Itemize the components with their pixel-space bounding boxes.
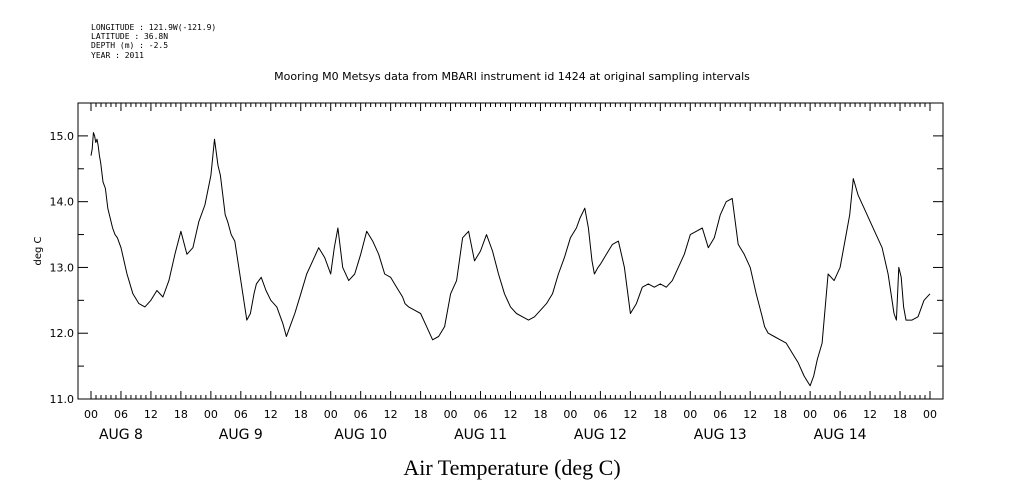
x-hour-label: 18: [414, 408, 428, 421]
x-hour-label: 00: [444, 408, 458, 421]
y-tick-label: 15.0: [50, 130, 75, 143]
x-hour-label: 06: [593, 408, 607, 421]
x-axis-hour-labels: 00 06 12 18 00 06 12 18 00 06 12 18 00 06 12 18 00 06 12 18…: [84, 408, 937, 421]
x-hour-label: 12: [264, 408, 278, 421]
header-block: LONGITUDE : 121.9W(-121.9) LATITUDE : 36…: [91, 23, 216, 60]
x-hour-label: 18: [773, 408, 787, 421]
x-hour-label: 12: [504, 408, 518, 421]
x-hour-label: 18: [174, 408, 188, 421]
x-hour-label: 00: [204, 408, 218, 421]
x-day-label: AUG 9: [219, 427, 263, 443]
x-hour-label: 00: [683, 408, 697, 421]
x-hour-label: 06: [713, 408, 727, 421]
chart-title: Mooring M0 Metsys data from MBARI instru…: [274, 70, 750, 83]
x-day-label: AUG 13: [694, 427, 747, 443]
x-hour-label: 06: [114, 408, 128, 421]
x-day-label: AUG 8: [99, 427, 143, 443]
x-hour-label: 12: [743, 408, 757, 421]
x-day-label: AUG 14: [814, 427, 867, 443]
x-hour-label: 00: [803, 408, 817, 421]
x-hour-label: 18: [533, 408, 547, 421]
x-day-label: AUG 10: [334, 427, 387, 443]
x-hour-label: 12: [623, 408, 637, 421]
y-axis-ticks: [78, 102, 943, 400]
x-hour-label: 06: [474, 408, 488, 421]
x-hour-label: 12: [384, 408, 398, 421]
header-longitude: LONGITUDE : 121.9W(-121.9): [91, 23, 216, 32]
header-latitude: LATITUDE : 36.8N: [91, 32, 168, 41]
x-hour-label: 12: [863, 408, 877, 421]
x-hour-label: 00: [923, 408, 937, 421]
x-axis-day-labels: AUG 8 AUG 9 AUG 10 AUG 11 AUG 12 AUG 13 AUG 14: [99, 427, 867, 443]
x-hour-label: 06: [234, 408, 248, 421]
x-hour-label: 06: [833, 408, 847, 421]
plot-frame: [77, 102, 944, 400]
x-hour-label: 18: [294, 408, 308, 421]
y-axis-label: deg C: [33, 236, 44, 265]
x-axis-ticks: [90, 103, 931, 399]
y-tick-label: 14.0: [50, 196, 75, 209]
x-hour-label: 06: [354, 408, 368, 421]
x-day-label: AUG 11: [454, 427, 507, 443]
y-axis-tick-labels: 11.0 12.0 13.0 14.0 15.0: [50, 130, 75, 406]
header-year: YEAR : 2011: [91, 51, 144, 60]
header-depth: DEPTH (m) : -2.5: [91, 41, 168, 50]
x-hour-label: 00: [324, 408, 338, 421]
x-hour-label: 00: [563, 408, 577, 421]
x-hour-label: 00: [84, 408, 98, 421]
y-tick-label: 12.0: [50, 327, 75, 340]
x-hour-label: 18: [653, 408, 667, 421]
y-tick-label: 13.0: [50, 261, 75, 274]
y-tick-label: 11.0: [50, 393, 75, 406]
x-axis-label: Air Temperature (deg C): [403, 455, 620, 480]
x-hour-label: 18: [893, 408, 907, 421]
series-group: [90, 132, 931, 387]
x-hour-label: 12: [144, 408, 158, 421]
series-line: [90, 132, 931, 387]
x-day-label: AUG 12: [574, 427, 627, 443]
